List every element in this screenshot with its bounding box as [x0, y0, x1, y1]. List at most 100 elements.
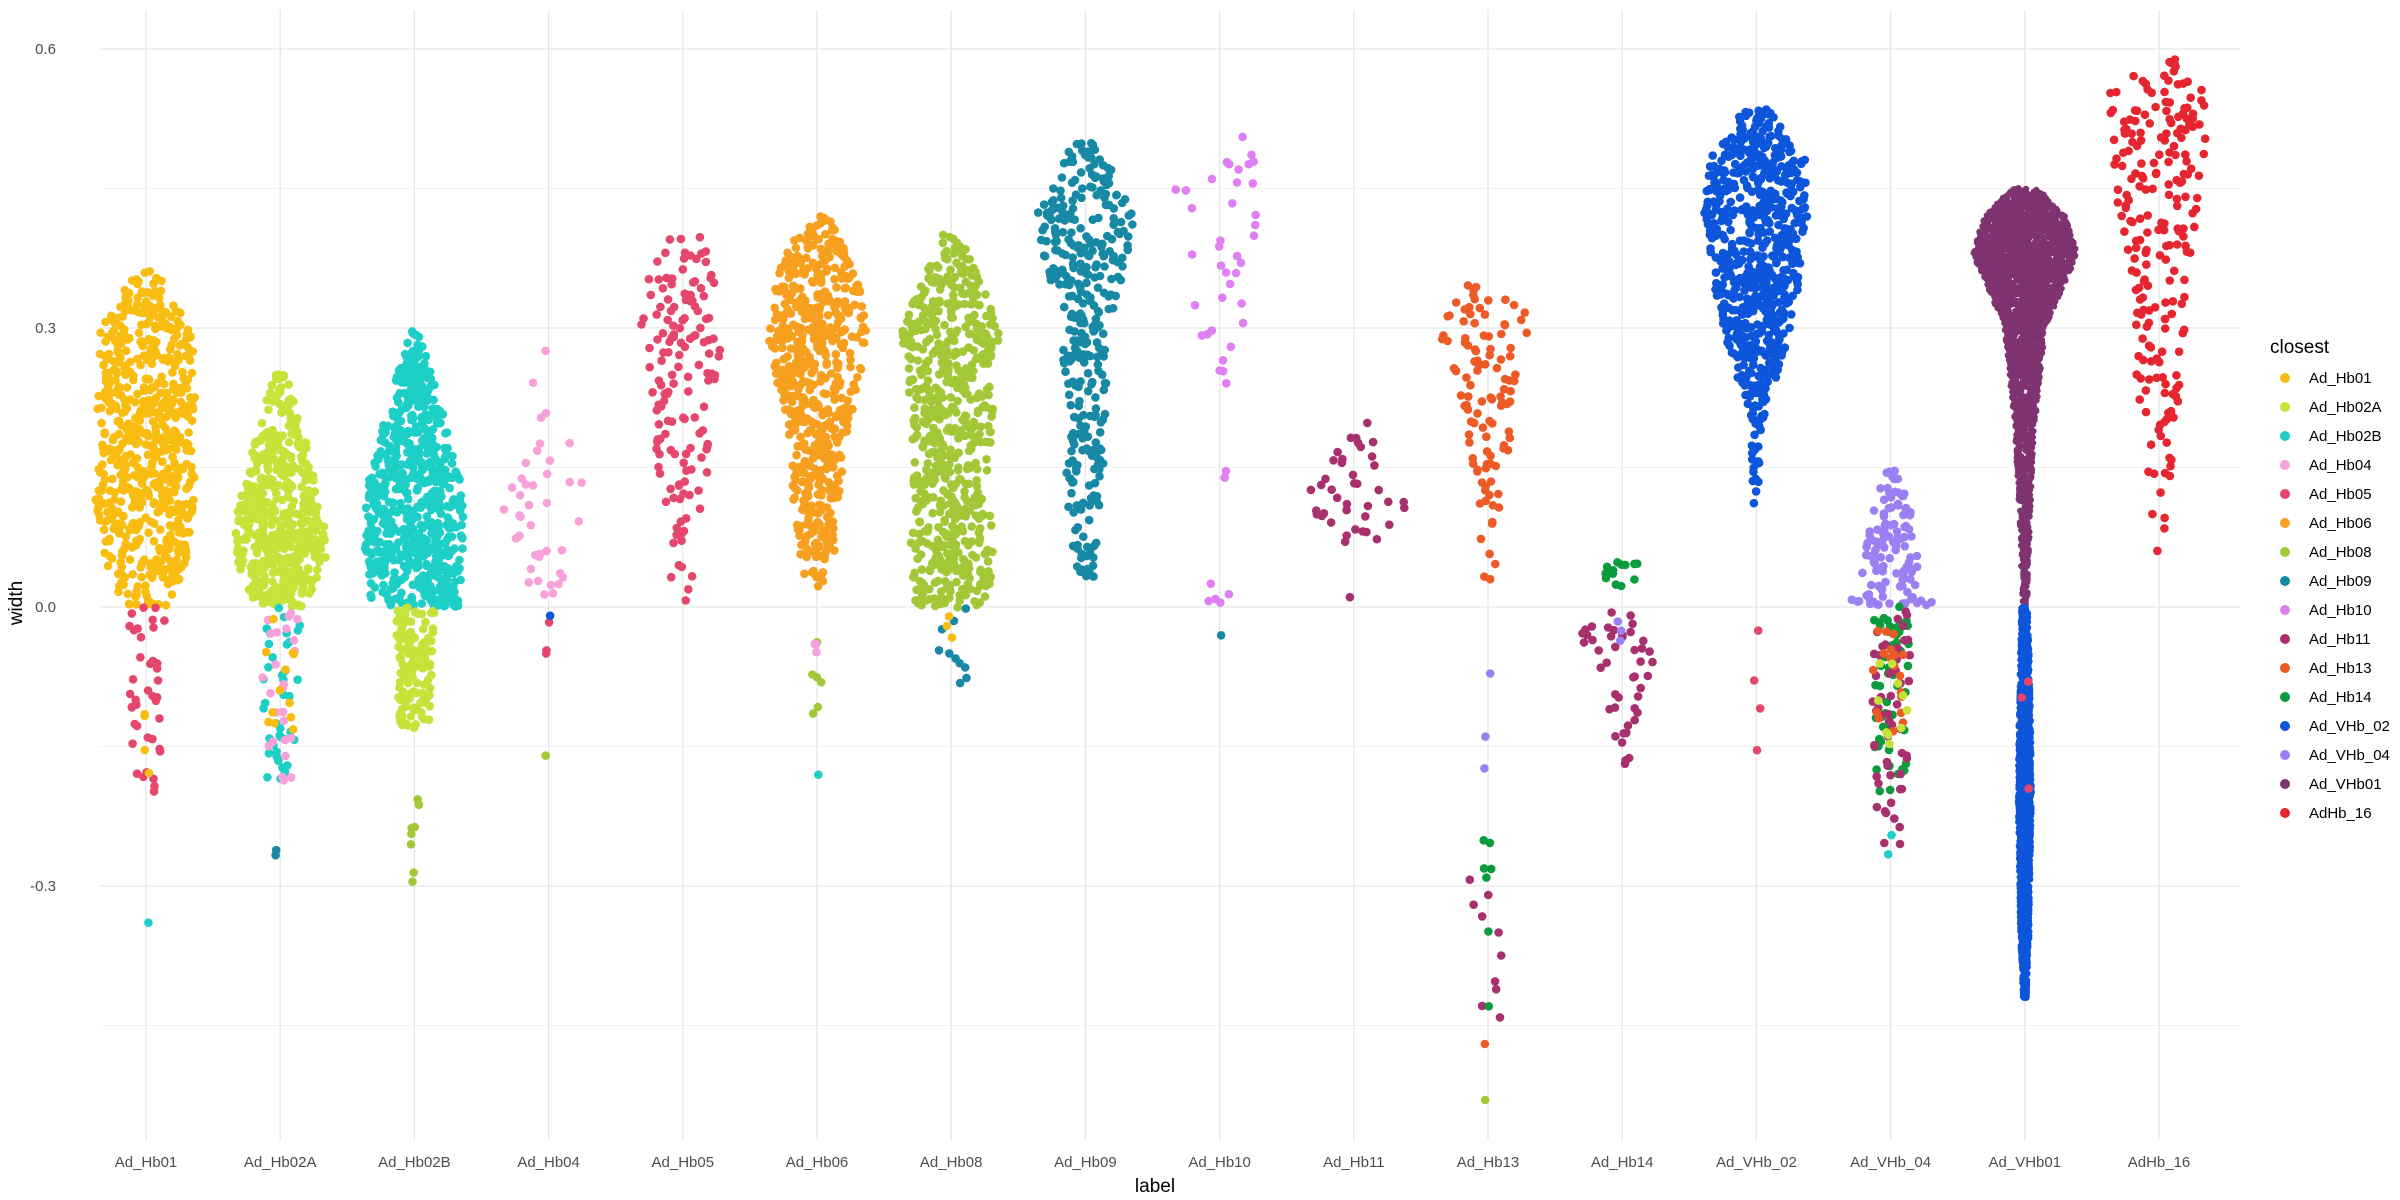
- data-point: [287, 502, 297, 511]
- data-point: [1770, 273, 1779, 283]
- data-point: [1119, 226, 1128, 236]
- data-point: [158, 457, 167, 467]
- data-point: [1742, 323, 1752, 333]
- data-point: [904, 352, 913, 361]
- data-point: [1088, 215, 1098, 224]
- data-point: [773, 378, 782, 388]
- data-point: [962, 254, 971, 264]
- data-point: [177, 339, 187, 349]
- data-point: [421, 617, 430, 627]
- data-point: [783, 248, 792, 258]
- data-point: [714, 352, 724, 361]
- data-point: [1076, 283, 1085, 292]
- data-point: [1091, 404, 1101, 413]
- data-point: [1737, 121, 1747, 130]
- data-point: [166, 508, 175, 517]
- data-point: [132, 300, 142, 309]
- data-point: [411, 348, 420, 358]
- data-point: [422, 512, 432, 521]
- data-point: [943, 299, 953, 309]
- data-point: [692, 254, 701, 264]
- data-point: [946, 393, 956, 402]
- data-point: [964, 479, 974, 489]
- data-point: [1787, 203, 1797, 213]
- data-point: [116, 558, 125, 567]
- data-point: [923, 394, 933, 404]
- data-point: [1639, 636, 1648, 646]
- data-point: [1759, 282, 1769, 291]
- data-point: [392, 393, 402, 403]
- data-point: [416, 398, 425, 408]
- data-point: [371, 462, 380, 471]
- data-point: [654, 462, 663, 472]
- data-point: [278, 707, 288, 717]
- data-point: [1460, 401, 1469, 411]
- data-point: [98, 444, 108, 453]
- data-point: [1712, 224, 1721, 233]
- data-point: [1765, 304, 1774, 314]
- data-point: [435, 582, 445, 592]
- group-Ad_Hb05: [637, 232, 725, 605]
- data-point: [381, 568, 390, 578]
- data-point: [1078, 299, 1088, 308]
- data-point: [1181, 186, 1191, 195]
- data-point: [360, 543, 370, 553]
- data-point: [667, 370, 677, 380]
- data-point: [1061, 367, 1070, 377]
- data-point: [304, 486, 314, 495]
- data-point: [1095, 155, 1104, 164]
- data-point: [1770, 194, 1780, 204]
- data-point: [964, 343, 973, 352]
- data-point: [657, 356, 666, 366]
- data-point: [1090, 145, 1100, 154]
- data-point: [442, 546, 452, 555]
- data-point: [690, 413, 700, 422]
- data-point: [166, 471, 175, 481]
- data-point: [818, 576, 828, 586]
- data-point: [1050, 227, 1060, 237]
- data-point: [1790, 271, 1799, 281]
- data-point: [644, 274, 654, 284]
- data-point: [188, 405, 198, 414]
- data-point: [307, 544, 317, 553]
- data-point: [261, 647, 271, 657]
- data-point: [1059, 302, 1069, 312]
- data-point: [1216, 236, 1225, 245]
- data-point: [695, 232, 705, 242]
- data-point: [1088, 246, 1097, 256]
- data-point: [282, 624, 291, 633]
- data-point: [1778, 346, 1787, 356]
- data-point: [281, 751, 290, 761]
- data-point: [565, 438, 574, 448]
- data-point: [669, 493, 678, 503]
- data-point: [1623, 721, 1633, 730]
- data-point: [1039, 200, 1049, 209]
- data-point: [389, 505, 398, 515]
- data-point: [1484, 1002, 1494, 1011]
- data-point: [121, 451, 131, 461]
- data-point: [973, 432, 982, 442]
- data-point: [1342, 531, 1351, 540]
- data-point: [967, 271, 977, 280]
- data-point: [701, 247, 711, 256]
- group-Ad_VHb_04: [1847, 466, 1936, 859]
- data-point: [184, 428, 193, 437]
- data-point: [273, 529, 282, 539]
- data-point: [269, 614, 278, 624]
- data-point: [1171, 185, 1180, 194]
- data-point: [845, 259, 854, 269]
- data-point: [1065, 157, 1074, 166]
- data-point: [898, 331, 908, 341]
- data-point: [186, 333, 195, 342]
- data-point: [921, 324, 930, 334]
- data-point: [930, 447, 939, 457]
- data-point: [110, 336, 120, 345]
- data-point: [790, 472, 799, 482]
- data-point: [1234, 165, 1243, 174]
- data-point: [994, 329, 1003, 338]
- group-Ad_Hb08: [898, 230, 1003, 688]
- data-point: [305, 589, 314, 598]
- data-point: [702, 442, 712, 452]
- data-point: [1064, 147, 1074, 157]
- data-point: [948, 521, 957, 531]
